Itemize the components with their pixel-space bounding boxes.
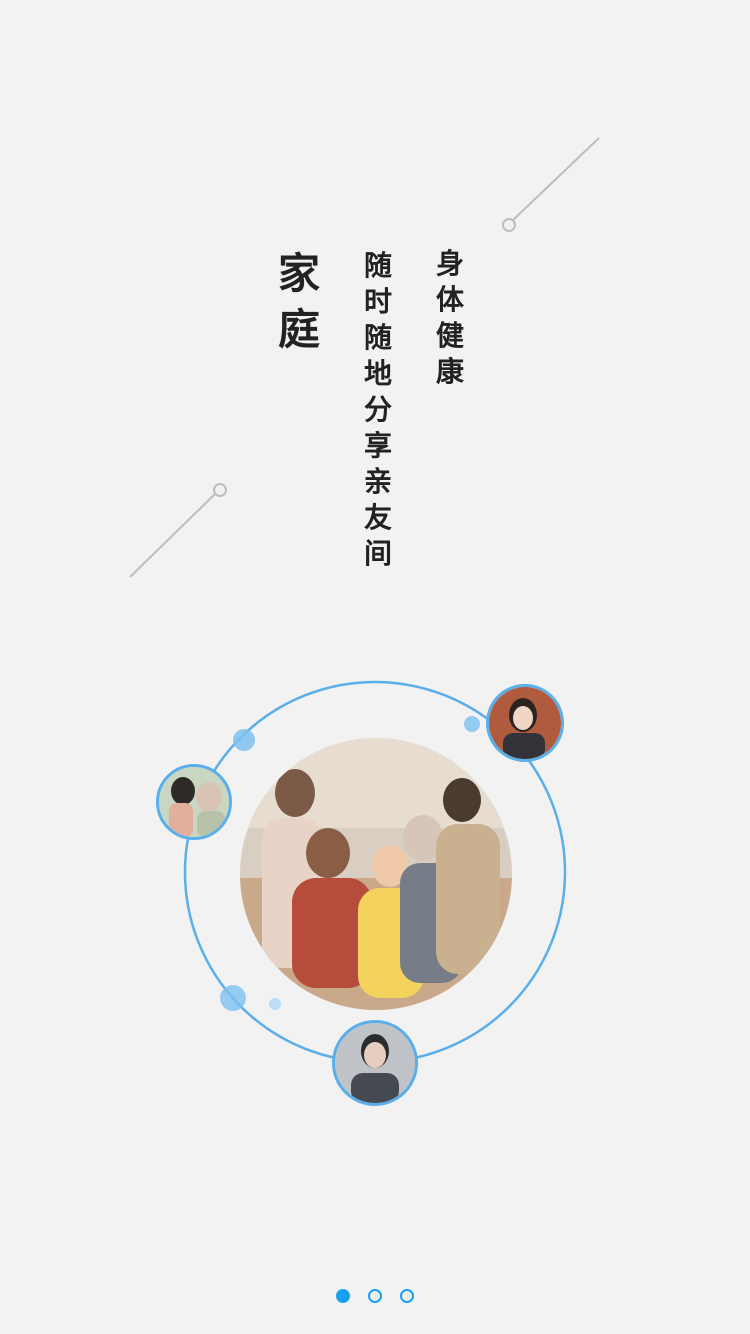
avatar-top-right [486,684,564,762]
family-photo [240,738,512,1010]
page-indicator [0,1286,750,1306]
bubble-4 [269,998,281,1010]
title-text: 家 庭 [278,249,321,354]
top-right-deco-node [502,218,516,232]
avatar-bottom [332,1020,418,1106]
page-dot-3[interactable] [400,1289,414,1303]
top-right-deco-line [512,137,600,221]
bubble-1 [233,729,255,751]
tagline-text: 身 体 健 康 [436,247,465,388]
left-deco-node [213,483,227,497]
page-dot-2[interactable] [368,1289,382,1303]
bubble-3 [220,985,246,1011]
bubble-2 [464,716,480,732]
page-dot-1[interactable] [336,1289,350,1303]
left-deco-line [129,493,216,578]
slogan-text: 随 时 随 地 分 享 亲 友 间 [364,249,393,570]
avatar-left [156,764,232,840]
